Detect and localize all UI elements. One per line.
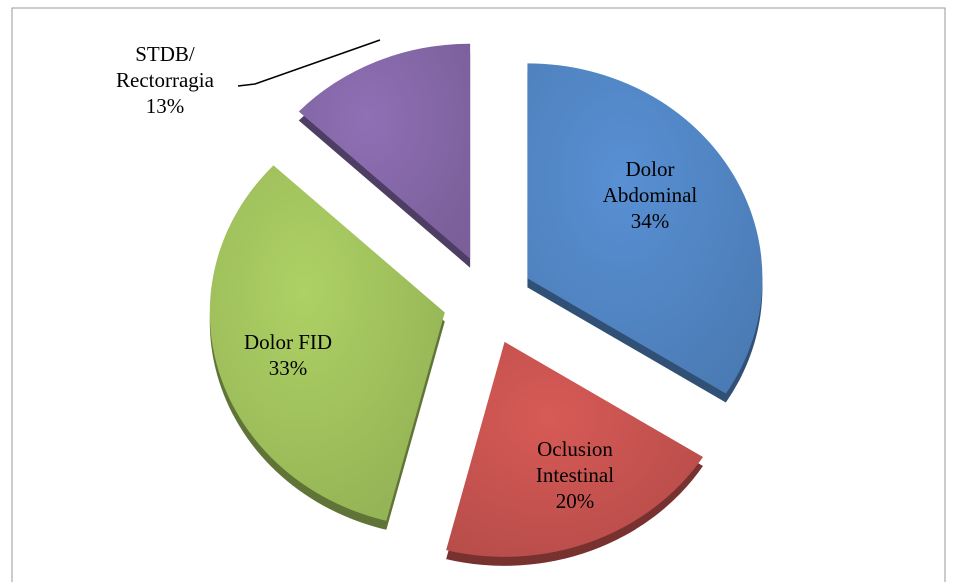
slice bbox=[446, 341, 703, 557]
category-label: Dolor Abdominal bbox=[602, 157, 698, 207]
data-label: Dolor Abdominal 34% bbox=[588, 156, 713, 234]
category-label: Oclusion Intestinal bbox=[535, 437, 615, 487]
data-label: Oclusion Intestinal 20% bbox=[513, 436, 638, 514]
leader-line bbox=[237, 39, 381, 87]
slice bbox=[527, 63, 763, 394]
slice bbox=[209, 165, 445, 521]
slice bbox=[298, 43, 471, 259]
data-label: Dolor FID 33% bbox=[218, 329, 358, 381]
category-label: STDB/ Rectorragia bbox=[116, 42, 214, 92]
data-label: STDB/ Rectorragia 13% bbox=[103, 41, 228, 119]
chart-border bbox=[11, 7, 946, 582]
category-label: Dolor FID bbox=[243, 330, 333, 354]
percent-label: 20% bbox=[555, 489, 595, 513]
percent-label: 13% bbox=[145, 94, 185, 118]
percent-label: 34% bbox=[630, 209, 670, 233]
percent-label: 33% bbox=[268, 356, 308, 380]
